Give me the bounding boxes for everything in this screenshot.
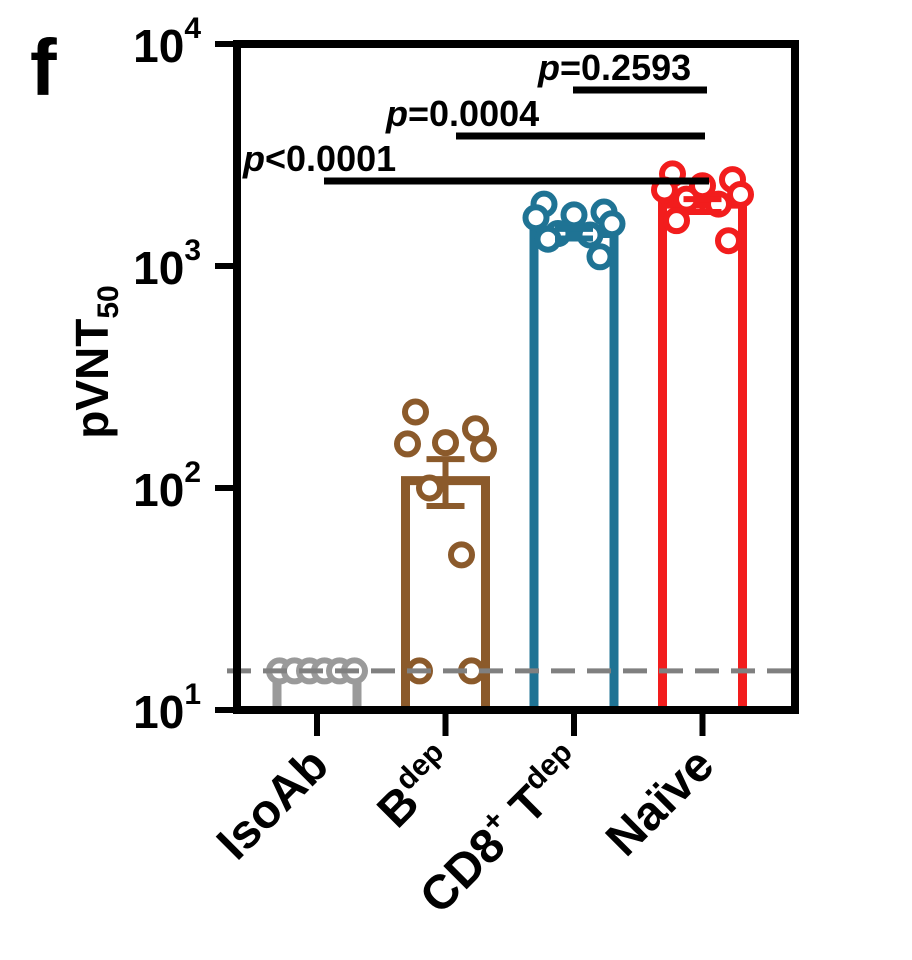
x-category-label: IsoAb bbox=[207, 738, 339, 870]
x-category-label: Naïve bbox=[596, 738, 724, 866]
data-point bbox=[470, 435, 497, 463]
data-point bbox=[448, 541, 475, 569]
bar bbox=[658, 199, 747, 712]
y-tick-label: 101 bbox=[133, 678, 201, 738]
data-point bbox=[416, 474, 443, 502]
bar bbox=[529, 229, 619, 712]
p-value-label: p=0.2593 bbox=[537, 47, 691, 88]
data-point bbox=[715, 227, 742, 255]
data-point bbox=[663, 207, 690, 235]
p-value-label: p<0.0001 bbox=[242, 138, 396, 179]
svg-text:Naïve: Naïve bbox=[596, 738, 724, 866]
data-point bbox=[586, 243, 614, 271]
y-axis-title-subscript: 50 bbox=[92, 285, 125, 318]
data-point bbox=[394, 430, 421, 458]
data-point bbox=[432, 429, 459, 457]
data-points bbox=[266, 160, 754, 685]
data-point bbox=[560, 201, 588, 229]
error-bars bbox=[426, 196, 722, 509]
svg-text:Bdep: Bdep bbox=[365, 735, 468, 838]
y-tick-label: 102 bbox=[133, 456, 201, 516]
x-category-label: Bdep bbox=[365, 735, 468, 838]
data-point bbox=[598, 210, 626, 238]
data-point bbox=[402, 398, 429, 426]
svg-text:IsoAb: IsoAb bbox=[207, 738, 339, 870]
data-point bbox=[522, 204, 550, 232]
data-point bbox=[727, 180, 754, 208]
bar-series bbox=[272, 199, 747, 712]
p-value-label: p=0.0004 bbox=[385, 93, 539, 134]
plot-frame bbox=[233, 40, 799, 714]
y-tick-label: 104 bbox=[133, 12, 201, 72]
y-axis-title: pVNT50 bbox=[66, 285, 125, 438]
axes-frame bbox=[233, 40, 799, 736]
y-axis-ticks: 101 102 103 104 bbox=[133, 12, 237, 738]
panel-label: f bbox=[30, 23, 57, 112]
y-axis-title-main: pVNT bbox=[66, 319, 118, 439]
y-tick-label: 103 bbox=[133, 234, 201, 294]
svg-text:pVNT50: pVNT50 bbox=[66, 285, 125, 438]
